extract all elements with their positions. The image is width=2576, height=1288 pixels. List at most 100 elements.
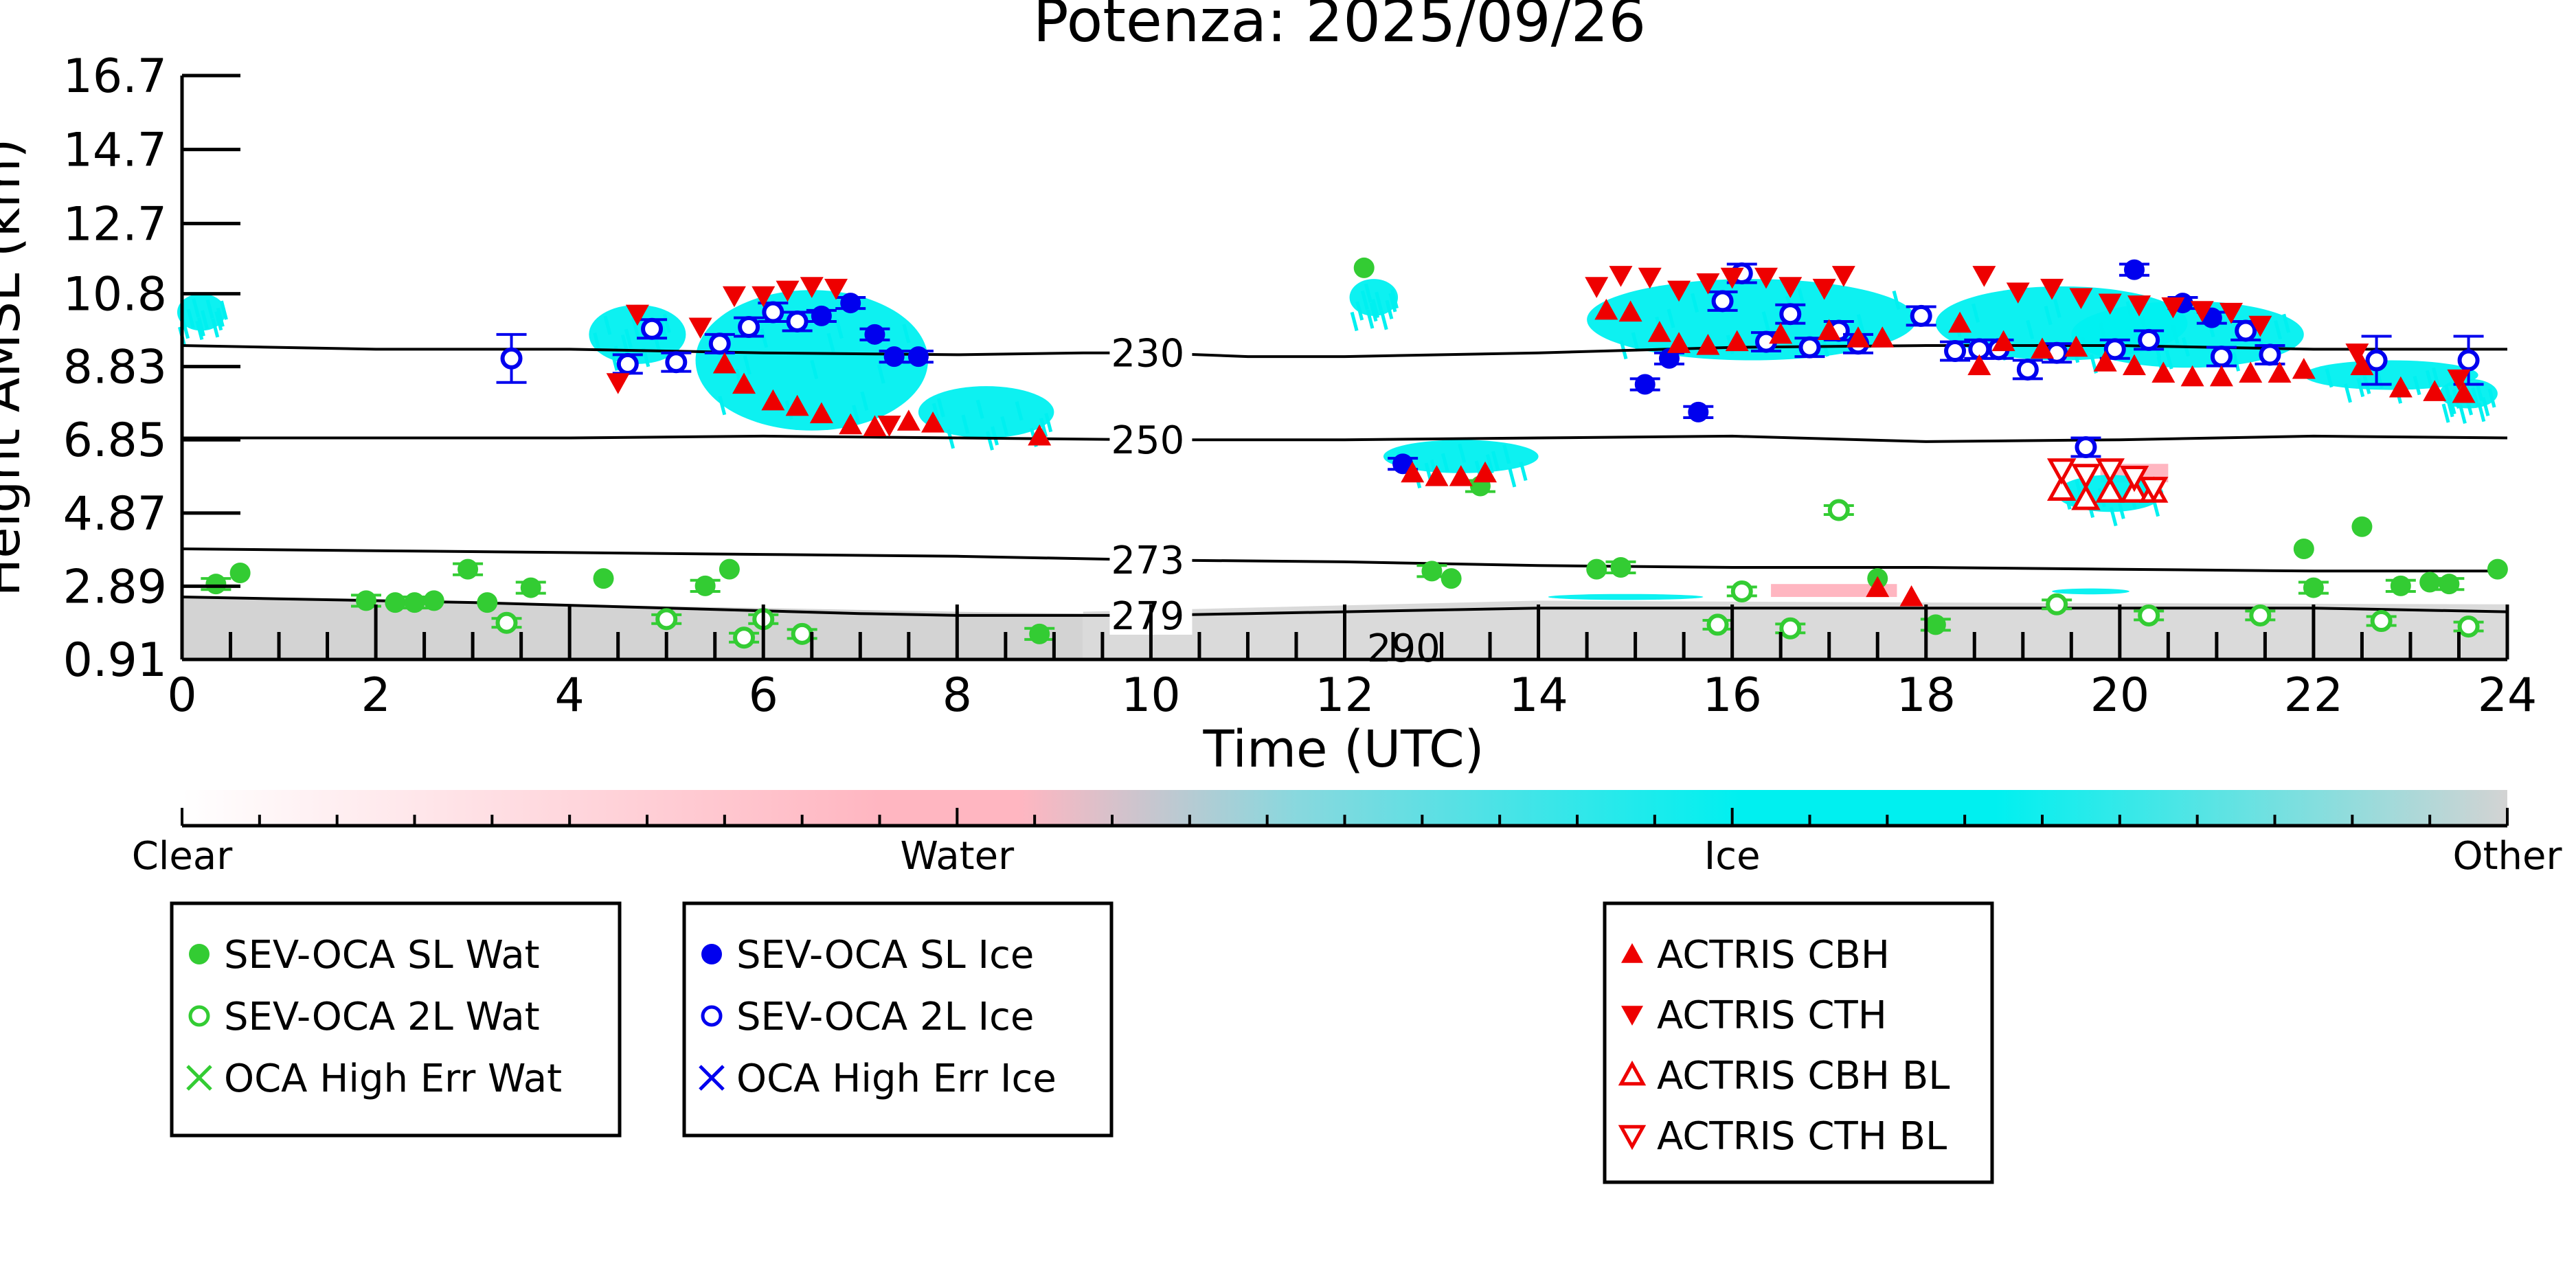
- ice-streak: [2053, 298, 2061, 318]
- sev-2l-ice-point: [1798, 336, 1821, 359]
- colorbar-label: Water: [901, 834, 1015, 879]
- actris-cth-point: [1831, 266, 1855, 287]
- ice-streak: [1971, 303, 1980, 323]
- ice-streak: [1355, 301, 1364, 321]
- sev-sl-ice-point: [883, 346, 905, 368]
- actris-cth-point: [625, 304, 649, 326]
- x-tick-label: 10: [1121, 668, 1181, 723]
- sev-2l-ice-point: [665, 351, 688, 374]
- actris-cbh-point: [2122, 354, 2146, 376]
- ice-streak: [2441, 403, 2450, 423]
- actris-cbh-point: [1967, 354, 1991, 376]
- sev-sl-wat-point: [2487, 558, 2508, 580]
- colorbar: Clear Water Ice Other: [132, 790, 2562, 879]
- legend-marker: [1618, 1060, 1647, 1086]
- sev-sl-ice-point: [2123, 259, 2145, 280]
- actris-cbh-point: [732, 372, 756, 394]
- legend-label: SEV-OCA 2L Ice: [736, 995, 1034, 1039]
- isotherm-lines: 230 250 273 279 290: [181, 332, 2508, 671]
- ice-streak: [860, 391, 869, 411]
- ice-streak: [2282, 313, 2291, 333]
- sev-2l-wat-point: [2138, 604, 2160, 626]
- legend-label: ACTRIS CBH BL: [1657, 1054, 1950, 1098]
- ice-streak: [1366, 309, 1375, 329]
- sev-sl-wat-point: [2439, 574, 2460, 595]
- ice-streak: [1360, 290, 1369, 310]
- legend-box: [1603, 901, 1994, 1184]
- ice-streak: [1039, 418, 1048, 438]
- legend-marker: [1621, 943, 1643, 963]
- legend-marker: [699, 1065, 725, 1091]
- ice-streak: [2477, 403, 2486, 422]
- actris-cth-point: [606, 373, 630, 394]
- ice-region: [918, 386, 1054, 438]
- ice-streak: [1691, 293, 1699, 313]
- legend-label: ACTRIS CTH: [1657, 993, 1887, 1038]
- sev-2l-ice-point: [641, 317, 664, 340]
- ice-streak: [205, 299, 214, 319]
- legend-marker: [1621, 1006, 1643, 1026]
- ice-streak: [2026, 319, 2035, 339]
- actris-cbh-point: [1846, 326, 1871, 348]
- x-tick-label: 18: [1896, 668, 1956, 723]
- ice-streak: [2445, 398, 2454, 418]
- ice-streak: [1390, 289, 1399, 309]
- x-tick-label: 2: [361, 668, 390, 723]
- actris-cth-point: [2248, 315, 2272, 337]
- actris-cth-point: [824, 278, 848, 300]
- ice-streak: [201, 310, 209, 330]
- y-tick-label: 12.7: [63, 197, 167, 251]
- actris-cth-point: [1754, 267, 1778, 289]
- actris-cth-point: [776, 280, 800, 302]
- sev-2l-wat-point: [1779, 617, 1802, 640]
- ice-streak: [1508, 468, 1517, 488]
- sev-2l-ice-point: [2259, 343, 2281, 366]
- legend: SEV-OCA SL Wat SEV-OCA 2L Wat OCA High Err…: [170, 901, 1994, 1184]
- ice-streak: [1044, 413, 1053, 433]
- sev-2l-ice-point: [1779, 303, 1802, 326]
- actris-cth-point: [2069, 288, 2093, 309]
- isotherm-label: 279: [1111, 594, 1184, 639]
- actris-cth-point: [2190, 301, 2214, 322]
- sev-sl-ice-point: [1658, 348, 1680, 369]
- legend-label: ACTRIS CBH: [1657, 933, 1890, 978]
- colorbar-label: Other: [2452, 834, 2562, 879]
- ice-streak: [852, 405, 861, 425]
- ice-streak: [1350, 311, 1359, 332]
- isotherm-label: 250: [1111, 418, 1184, 463]
- sev-sl-wat-point: [1029, 623, 1050, 644]
- x-tick-label: 0: [167, 668, 196, 723]
- ice-streak: [2044, 306, 2053, 326]
- ice-streak: [2171, 324, 2180, 344]
- ice-streak: [1892, 290, 1901, 310]
- isotherm-label: 230: [1111, 332, 1184, 376]
- legend-label: OCA High Err Wat: [224, 1057, 562, 1101]
- colorbar-label: Clear: [132, 834, 233, 879]
- sev-2l-wat-point: [1827, 499, 1850, 521]
- ice-streak: [2487, 388, 2496, 408]
- actris-cbh-point: [1871, 326, 1895, 348]
- actris-cbh-point: [1594, 298, 1618, 320]
- ice-streak: [2274, 320, 2282, 340]
- isotherm-line: [182, 434, 2508, 443]
- y-tick-label: 16.7: [63, 49, 167, 104]
- legend-marker: [701, 944, 722, 964]
- sev-sl-wat-point: [2303, 577, 2324, 598]
- actris-cbh-point: [1618, 300, 1642, 322]
- actris-cbh-point: [1449, 465, 1473, 486]
- ice-streak: [1761, 311, 1770, 331]
- actris-cbh-point: [761, 389, 785, 411]
- sev-sl-wat-point: [1586, 558, 1607, 580]
- sev-2l-ice-point: [2138, 328, 2160, 351]
- ice-streak: [2432, 367, 2440, 387]
- actris-cth-point: [688, 317, 712, 339]
- ice-region: [1548, 594, 1704, 600]
- ice-streak: [1667, 308, 1675, 328]
- ice-streak: [2344, 383, 2352, 403]
- ice-streak: [603, 315, 612, 335]
- actris-cbh-point: [2151, 361, 2176, 383]
- y-axis-label: Height AMSL (km): [0, 138, 32, 596]
- sev-2l-wat-point: [2046, 593, 2068, 615]
- sev-sl-wat-point: [694, 575, 716, 596]
